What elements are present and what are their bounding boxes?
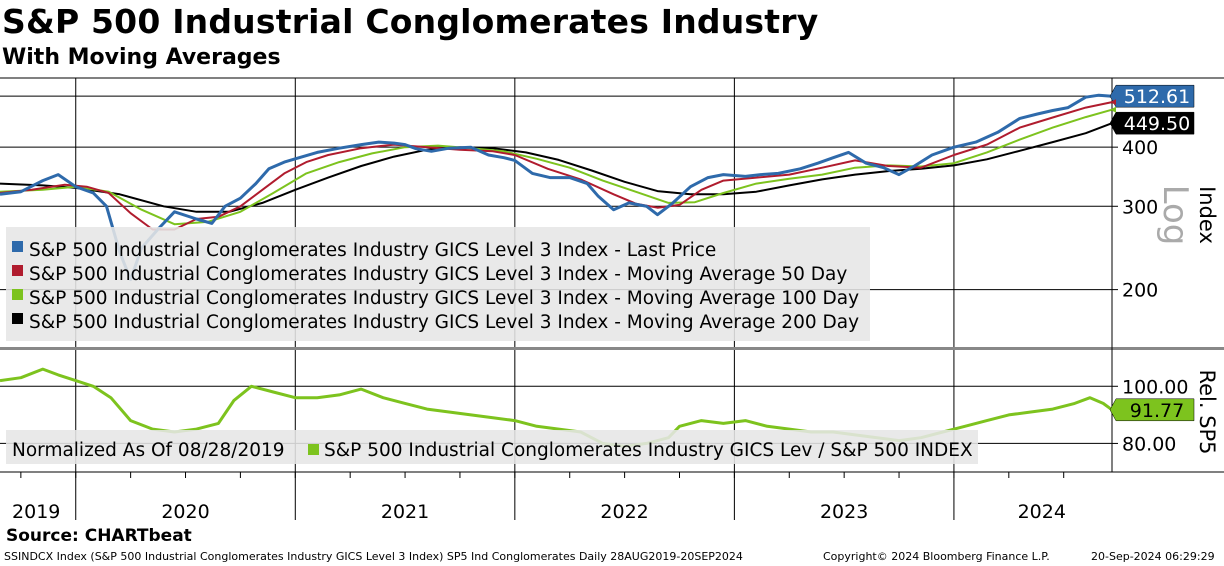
footer-timestamp: 20-Sep-2024 06:29:29	[1091, 550, 1215, 563]
callout-box	[1109, 111, 1195, 135]
price-callouts: 449.50 512.61 91.77	[1109, 84, 1195, 422]
x-tick-label: 2022	[600, 501, 648, 523]
x-tick-label: 2020	[161, 501, 209, 523]
series-line-0	[0, 93, 1113, 282]
callout-value: 91.77	[1130, 400, 1184, 422]
lower-y-tick-label: 80.00	[1122, 433, 1176, 455]
legend-swatch	[12, 313, 23, 324]
ma100-marker	[1110, 106, 1116, 113]
callout-value: 512.61	[1124, 86, 1190, 108]
lower-legend-swatch	[308, 444, 319, 455]
callout-value: 449.50	[1124, 113, 1190, 135]
x-tick-label: 2019	[12, 501, 60, 523]
ma50-marker	[1110, 99, 1116, 106]
upper-legend: S&P 500 Industrial Conglomerates Industr…	[6, 227, 870, 341]
lower-y-axis-title: Rel. SP5	[1195, 369, 1219, 454]
footer-copyright: Copyright© 2024 Bloomberg Finance L.P.	[823, 550, 1050, 563]
x-tick-label: 2024	[1018, 501, 1066, 523]
log-scale-label: Log	[1155, 185, 1195, 246]
callout-box	[1109, 398, 1195, 422]
lower-legend-background	[6, 430, 978, 464]
legend-label: S&P 500 Industrial Conglomerates Industr…	[29, 264, 847, 285]
series-line-2	[0, 108, 1113, 226]
upper-y-tick-label: 300	[1122, 196, 1158, 218]
upper-y-tick-label: 400	[1122, 137, 1158, 159]
chart-title: S&P 500 Industrial Conglomerates Industr…	[2, 2, 819, 41]
legend-swatch	[12, 265, 23, 276]
lower-legend-label: S&P 500 Industrial Conglomerates Industr…	[324, 440, 973, 461]
chart-subtitle: With Moving Averages	[2, 45, 281, 70]
legend-label: S&P 500 Industrial Conglomerates Industr…	[29, 240, 716, 261]
legend-background	[6, 227, 870, 341]
source-label: Source: CHARTbeat	[6, 526, 192, 546]
upper-y-tick-label: 200	[1122, 280, 1158, 302]
legend-label: S&P 500 Industrial Conglomerates Industr…	[29, 288, 859, 309]
normalized-label: Normalized As Of 08/28/2019	[12, 440, 285, 461]
lower-y-tick-label: 100.00	[1122, 376, 1188, 398]
upper-y-axis-title: Index	[1195, 186, 1219, 244]
callout-box	[1109, 84, 1195, 108]
x-tick-label: 2021	[381, 501, 429, 523]
legend-label: S&P 500 Industrial Conglomerates Industr…	[29, 312, 859, 333]
series-line-3	[0, 122, 1113, 213]
legend-swatch	[12, 289, 23, 300]
legend-swatch	[12, 241, 23, 252]
footer-description: SSINDCX Index (S&P 500 Industrial Conglo…	[4, 550, 743, 563]
x-tick-label: 2023	[820, 501, 868, 523]
lower-legend: Normalized As Of 08/28/2019 S&P 500 Indus…	[6, 430, 978, 464]
